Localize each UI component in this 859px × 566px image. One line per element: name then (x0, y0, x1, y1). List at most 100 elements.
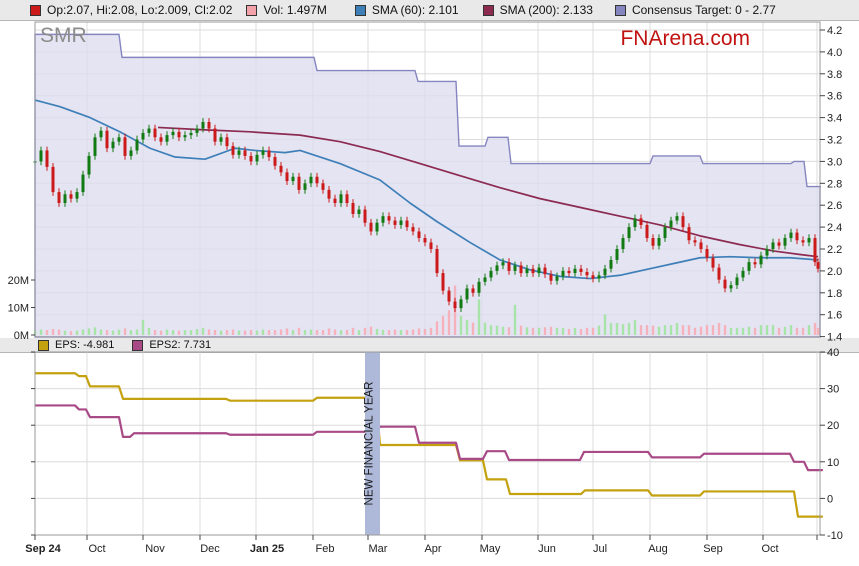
candle-body (177, 131, 181, 138)
price-axis-label: 4.2 (827, 25, 842, 37)
candle-body (243, 150, 247, 156)
candle-body (291, 176, 295, 182)
price-axis-label: 2.6 (827, 200, 842, 212)
new-financial-year-label: NEW FINANCIAL YEAR (364, 382, 376, 506)
price-axis-label: 1.8 (827, 288, 842, 300)
volume-bar (717, 322, 721, 335)
candle-body (39, 150, 43, 162)
volume-axis-label: 20M (8, 275, 29, 287)
candle-body (531, 268, 535, 274)
candle-body (303, 183, 307, 190)
candle-body (705, 249, 709, 258)
volume-bar (777, 327, 781, 335)
volume-bar (483, 322, 487, 335)
candlesticks (33, 118, 820, 312)
eps2-swatch-icon (132, 339, 144, 351)
candle-body (759, 255, 763, 265)
volume-bar (111, 330, 115, 335)
volume-bar (57, 329, 61, 335)
candle-body (525, 268, 529, 274)
candle-body (387, 216, 391, 221)
volume-bar (405, 330, 409, 335)
candle-body (699, 242, 703, 249)
volume-bar (51, 328, 55, 335)
volume-bar (579, 328, 583, 335)
candle-body (585, 271, 589, 276)
volume-bar (591, 327, 595, 335)
volume-bar (603, 314, 607, 335)
volume-bar (519, 325, 523, 335)
candle-body (471, 288, 475, 293)
volume-bar (555, 327, 559, 335)
volume-bar (801, 327, 805, 335)
candle-body (147, 128, 151, 133)
volume-bar (489, 325, 493, 335)
volume-bar (633, 320, 637, 335)
month-label: Sep (703, 543, 723, 555)
candle-body (789, 232, 793, 239)
sma200-legend-label: SMA (200): 2.133 (499, 3, 593, 17)
candle-body (549, 274, 553, 281)
month-label: Dec (200, 543, 220, 555)
eps-legend-label: EPS: -4.981 (55, 339, 115, 351)
candle-body (753, 262, 757, 265)
candle-body (441, 273, 445, 291)
price-axis-label: 2.4 (827, 222, 842, 234)
candle-body (717, 267, 721, 280)
volume-bar (681, 325, 685, 335)
volume-bar (273, 330, 277, 335)
legend-item-eps: EPS: -4.981 (38, 339, 114, 351)
candle-body (189, 132, 193, 136)
volume-bar (345, 330, 349, 335)
candle-body (279, 165, 283, 173)
volume-bar (117, 329, 121, 335)
volume-bar (243, 330, 247, 335)
eps2-line (35, 404, 824, 472)
volume-bar (201, 327, 205, 335)
volume-bar (765, 325, 769, 335)
price-axis-label: 1.6 (827, 310, 842, 322)
volume-bar (315, 330, 319, 335)
volume-bar (429, 327, 433, 335)
volume-bar (279, 329, 283, 335)
volume-bar (393, 329, 397, 335)
candle-body (93, 137, 97, 156)
volume-bar (183, 330, 187, 335)
volume-bar (357, 330, 361, 335)
volume-bar (165, 329, 169, 335)
candle-body (507, 262, 511, 271)
volume-bar (135, 329, 139, 335)
volume-bar (333, 329, 337, 335)
volume-bar (207, 329, 211, 335)
candle-body (423, 238, 427, 243)
volume-bar (99, 329, 103, 335)
volume-bar (747, 326, 751, 335)
volume-bar (153, 330, 157, 335)
volume-bar (39, 329, 43, 335)
sma60-line (34, 99, 819, 280)
volume-bar (303, 330, 307, 335)
month-label: Aug (648, 543, 668, 555)
volume-bar (816, 327, 820, 335)
price-axis-label: 2.0 (827, 266, 842, 278)
candle-body (207, 121, 211, 129)
candle-body (225, 137, 229, 147)
eps2-legend-label: EPS2: 7.731 (149, 339, 212, 351)
candle-body (123, 137, 127, 156)
candle-body (747, 262, 751, 271)
volume-bar (219, 330, 223, 335)
candle-body (135, 139, 139, 151)
sma200-swatch-icon (482, 4, 494, 16)
legend-item-consensus: Consensus Target: 0 - 2.77 (614, 3, 776, 17)
month-label: Apr (424, 543, 441, 555)
volume-bar (171, 330, 175, 335)
volume-bar (141, 319, 145, 335)
candle-body (267, 150, 271, 158)
volume-bar (495, 325, 499, 335)
candle-body (237, 150, 241, 155)
price-axis-label: 2.2 (827, 244, 842, 256)
x-axis: Sep 24 Oct Nov Dec Jan 25 Feb Mar Apr May Jun Jul A… (25, 535, 818, 555)
candle-body (321, 183, 325, 190)
volume-bar (411, 329, 415, 335)
volume-bar (807, 325, 811, 335)
